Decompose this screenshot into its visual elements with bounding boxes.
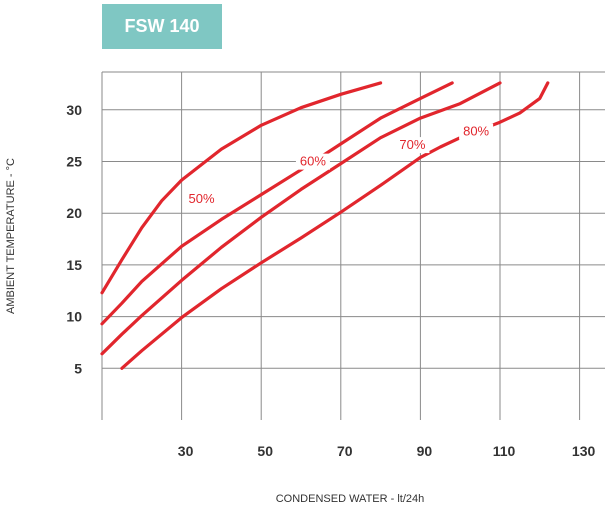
series-line-1 — [100, 81, 383, 295]
y-tick-10: 10 — [66, 309, 82, 325]
series-line-2 — [100, 81, 454, 326]
x-tick-90: 90 — [417, 443, 433, 459]
series-label-bg-3 — [395, 137, 430, 154]
y-tick-30: 30 — [66, 102, 82, 118]
series-labels: 50% 60% 70% 80% — [184, 123, 494, 207]
plot-area — [102, 72, 605, 420]
x-tick-30: 30 — [178, 443, 194, 459]
x-tick-labels: 30 50 70 90 110 130 — [178, 443, 596, 459]
series-label-bg-1 — [184, 190, 219, 207]
series-label-4: 80% — [463, 124, 489, 139]
series-label-1: 50% — [188, 191, 214, 206]
x-tick-130: 130 — [572, 443, 596, 459]
series-line-3 — [100, 81, 502, 356]
series-label-3: 70% — [399, 137, 425, 152]
y-tick-15: 15 — [66, 257, 82, 273]
x-tick-70: 70 — [337, 443, 353, 459]
series-line-4 — [120, 81, 550, 370]
y-tick-labels: 5 10 15 20 25 30 — [66, 102, 82, 376]
x-tick-110: 110 — [493, 443, 516, 459]
chart-title-badge: FSW 140 — [102, 4, 222, 49]
series-label-2: 60% — [300, 154, 326, 169]
x-axis-label: CONDENSED WATER - lt/24h — [276, 493, 425, 505]
y-axis-label: AMBIENT TEMPERATURE - °C — [5, 158, 17, 314]
grid-lines — [101, 71, 605, 420]
series-label-bg-4 — [459, 123, 494, 140]
y-tick-25: 25 — [66, 154, 82, 170]
y-tick-20: 20 — [66, 205, 82, 221]
series-label-bg-2 — [295, 153, 330, 170]
series-lines — [100, 81, 550, 370]
x-tick-50: 50 — [257, 443, 273, 459]
y-tick-5: 5 — [74, 360, 82, 376]
